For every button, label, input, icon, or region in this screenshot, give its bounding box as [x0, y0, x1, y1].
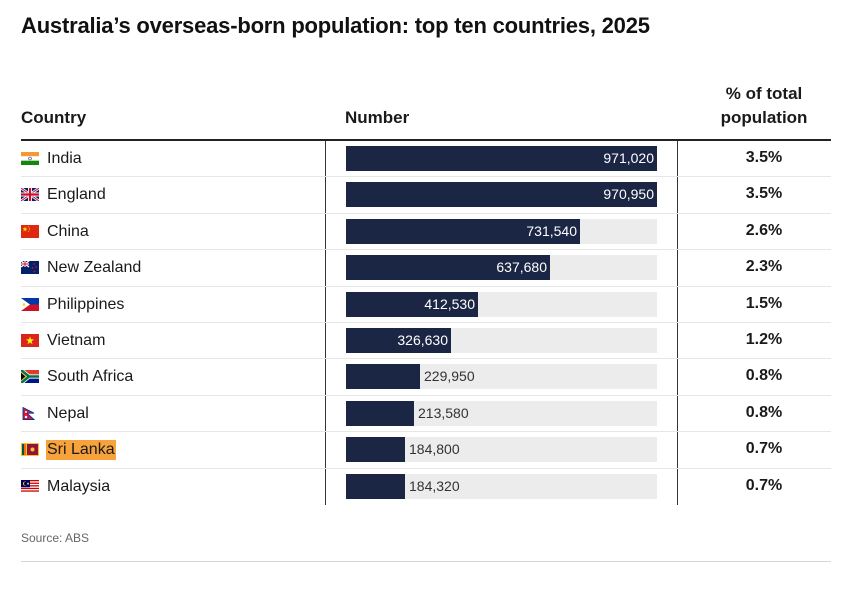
- bar-england: [346, 182, 657, 208]
- pct-of-total: 2.6%: [745, 221, 783, 239]
- column-header-pct-line1: % of total: [725, 84, 803, 103]
- column-header-number: Number: [345, 108, 410, 127]
- bar-track: 184,320: [346, 473, 657, 499]
- value-label: 971,020: [603, 150, 654, 166]
- china-flag-icon: [21, 224, 39, 238]
- bar-sri-lanka: [346, 437, 405, 463]
- malaysia-flag-icon: [21, 479, 39, 493]
- number-column-right-divider: [677, 141, 678, 505]
- table-row-malaysia: Malaysia 184,320 0.7%: [21, 469, 831, 505]
- footer-rule: [21, 561, 831, 562]
- country-label: Sri Lanka: [46, 440, 116, 461]
- bar-vietnam: [346, 327, 451, 353]
- value-label: 731,540: [526, 222, 577, 239]
- pct-of-total: 3.5%: [745, 185, 783, 203]
- table-row-vietnam: Vietnam 326,630 1.2%: [21, 323, 831, 360]
- table-row-china: China 731,540 2.6%: [21, 214, 831, 251]
- column-header-country: Country: [21, 108, 87, 127]
- bar-malaysia: [346, 473, 405, 499]
- country-label: Philippines: [47, 295, 125, 313]
- bar-track: 731,540: [346, 218, 657, 244]
- country-label: England: [47, 186, 106, 204]
- bar-track: 184,800: [346, 437, 657, 463]
- india-flag-icon: [21, 152, 39, 165]
- bar-south-africa: [346, 364, 420, 390]
- column-header-pct: % of total population: [678, 82, 841, 130]
- value-label: 229,950: [424, 368, 475, 385]
- bar-track: 213,580: [346, 400, 657, 426]
- pct-of-total: 0.7%: [745, 440, 783, 458]
- country-label: Nepal: [47, 404, 89, 422]
- value-label: 970,950: [603, 186, 654, 203]
- table-row-south-africa: South Africa 229,950 0.8%: [19, 359, 831, 396]
- pct-of-total: 1.2%: [745, 330, 783, 348]
- table-row-new-zealand: New Zealand 637,680 2.3%: [20, 250, 831, 287]
- country-label: Malaysia: [47, 477, 111, 495]
- header-rule: [21, 139, 831, 141]
- vietnam-flag-icon: [21, 333, 39, 347]
- bar-track: 229,950: [346, 364, 657, 390]
- bar-track: 970,950: [346, 182, 657, 208]
- table-row-philippines: Philippines 412,530 1.5%: [21, 287, 831, 323]
- value-label: 412,530: [424, 295, 475, 312]
- country-label: New Zealand: [47, 259, 142, 277]
- value-label: 184,800: [409, 441, 460, 458]
- number-column-left-divider: [325, 141, 326, 505]
- value-label: 326,630: [397, 331, 448, 348]
- value-label: 213,580: [418, 404, 469, 421]
- pct-of-total: 3.5%: [745, 149, 783, 166]
- bar-new-zealand: [346, 255, 550, 281]
- bar-philippines: [346, 291, 478, 317]
- pct-of-total: 1.5%: [745, 294, 783, 312]
- value-label: 637,680: [496, 259, 547, 276]
- sri-lanka-flag-icon: [21, 443, 39, 457]
- pct-of-total: 0.7%: [745, 476, 783, 494]
- table-row-nepal: Nepal 213,580 0.8%: [21, 396, 831, 433]
- table-row-sri-lanka: Sri Lanka 184,800 0.7%: [21, 432, 831, 469]
- pct-of-total: 0.8%: [745, 367, 783, 385]
- south-africa-flag-icon: [19, 368, 39, 385]
- country-label: India: [47, 150, 82, 167]
- bar-india: [346, 146, 657, 171]
- column-header-pct-line2: population: [720, 108, 808, 127]
- table-row-india: India 971,020 3.5%: [21, 141, 831, 178]
- bar-track: 637,680: [346, 255, 657, 281]
- new-zealand-flag-icon: [20, 260, 39, 275]
- country-label: China: [47, 222, 89, 240]
- source-note: Source: ABS: [21, 531, 90, 545]
- pct-of-total: 0.8%: [745, 403, 783, 421]
- bar-china: [346, 218, 580, 244]
- bar-track: 971,020: [346, 146, 657, 171]
- table-body: India 971,020 3.5% England 970,950 3.5% China 7…: [19, 141, 831, 505]
- philippines-flag-icon: [21, 297, 39, 311]
- bar-track: 412,530: [346, 291, 657, 317]
- pct-of-total: 2.3%: [745, 258, 783, 276]
- country-label: South Africa: [47, 368, 134, 386]
- country-label: Vietnam: [47, 331, 106, 349]
- chart-title: Australia’s overseas-born population: to…: [21, 13, 650, 38]
- bar-nepal: [346, 400, 414, 426]
- table-row-england: England 970,950 3.5%: [20, 177, 831, 214]
- bar-track: 326,630: [346, 327, 657, 353]
- england-flag-icon: [20, 187, 40, 203]
- value-label: 184,320: [409, 477, 460, 494]
- nepal-flag-icon: [21, 406, 39, 420]
